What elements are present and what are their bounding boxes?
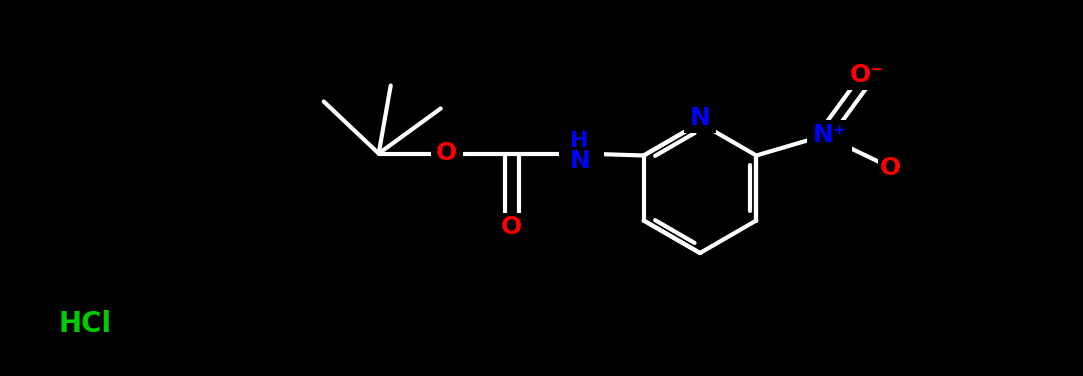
Text: N: N xyxy=(690,106,710,130)
Bar xyxy=(807,120,852,152)
Text: O⁻: O⁻ xyxy=(850,64,885,88)
Text: O: O xyxy=(501,214,522,238)
Bar xyxy=(847,58,887,89)
Text: O: O xyxy=(879,156,901,180)
Text: N: N xyxy=(570,150,590,173)
Bar xyxy=(559,126,604,161)
Text: O: O xyxy=(436,141,457,165)
Bar xyxy=(497,212,526,241)
Bar xyxy=(684,103,716,133)
Text: HCl: HCl xyxy=(58,310,112,338)
Bar xyxy=(878,155,906,182)
Text: H: H xyxy=(571,132,589,152)
Bar xyxy=(431,138,462,168)
Text: N⁺: N⁺ xyxy=(812,123,846,147)
